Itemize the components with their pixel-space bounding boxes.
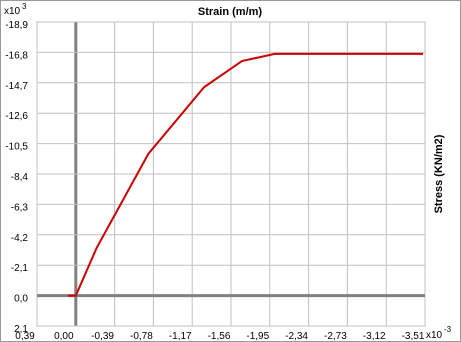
- x-tick-label: -1,56: [208, 331, 231, 342]
- y-tick-label: -2,1: [11, 263, 29, 274]
- y-scale-base: x10: [4, 6, 21, 17]
- x-tick-label: -1,17: [169, 331, 192, 342]
- y-tick-label: -10,5: [5, 142, 28, 153]
- x-tick-label: -0,78: [130, 331, 153, 342]
- y-tick-label: -18,9: [5, 20, 28, 31]
- x-tick-label: 0,39: [15, 331, 35, 342]
- y-tick-label: -16,8: [5, 50, 28, 61]
- x-scale-base: x10: [426, 330, 443, 341]
- x-tick-label: -3,51: [402, 331, 425, 342]
- chart-title: Strain (m/m): [198, 6, 263, 18]
- x-scale-exp: -3: [444, 325, 452, 334]
- x-tick-label: -1,95: [246, 331, 269, 342]
- y-tick-label: -6,3: [11, 202, 29, 213]
- y-axis-label: Stress (KN/m2): [433, 134, 445, 213]
- y-tick-label: -14,7: [5, 81, 28, 92]
- y-tick-label: 2,1: [14, 324, 28, 335]
- y-tick-label: -4,2: [11, 233, 29, 244]
- x-tick-label: -3,12: [363, 331, 386, 342]
- x-tick-label: -0,39: [91, 331, 114, 342]
- y-scale-exp: 3: [22, 2, 27, 11]
- y-tick-label: 0,0: [14, 294, 28, 305]
- x-tick-label: -2,34: [285, 331, 308, 342]
- y-tick-label: -8,4: [11, 172, 29, 183]
- y-tick-label: -12,6: [5, 111, 28, 122]
- x-tick-label: -2,73: [324, 331, 347, 342]
- x-tick-label: 0,00: [54, 331, 74, 342]
- data-line: [67, 52, 424, 297]
